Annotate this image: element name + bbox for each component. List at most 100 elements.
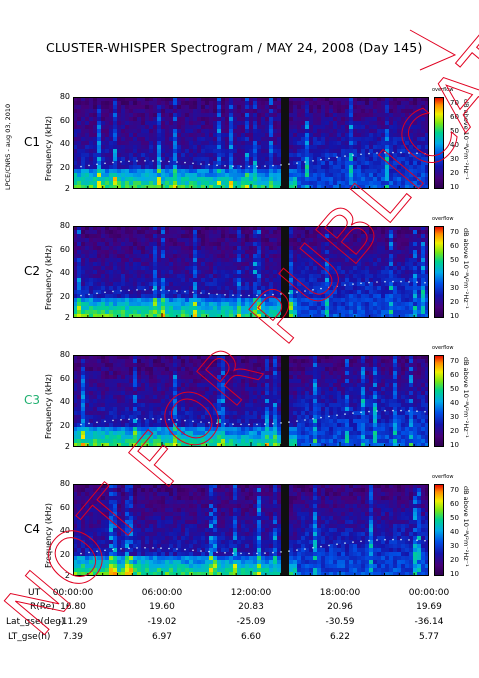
ephemeris-value: -25.09 [236,617,266,627]
status-strip [73,89,430,104]
y-tick-label: 80 [59,92,70,101]
status-strip [73,347,430,362]
ephemeris-value: 5.77 [418,632,440,642]
ephemeris-value: 6.97 [151,632,173,642]
y-tick-label: 80 [59,350,70,359]
spectrogram-plot [73,484,429,576]
colorbar-tick: 30 [450,155,459,163]
ephemeris-value: -36.14 [414,617,444,627]
ephemeris-value: 7.39 [62,632,84,642]
y-tick-label: 60 [59,373,70,383]
colorbar-tick: 70 [450,486,459,494]
colorbar-tick: 60 [450,500,459,508]
y-tick-label: 40 [59,397,70,407]
colorbar-tick: 50 [450,385,459,393]
colorbar-tick: 40 [450,399,459,407]
y-tick-label: 2 [64,571,70,580]
time-tick-label: 18:00:00 [319,588,361,598]
colorbar-tick: 60 [450,242,459,250]
y-tick-label: 40 [59,139,70,149]
colorbar-tick: 70 [450,357,459,365]
colorbar-tick: 20 [450,556,459,564]
colorbar-tick: 30 [450,413,459,421]
ephemeris-name: R(Re) [30,602,55,612]
status-strip [73,218,430,233]
ut-label: UT [28,588,41,598]
y-tick-label: 80 [59,479,70,488]
ephemeris-value: 19.69 [416,602,442,612]
colorbar-tick: 10 [450,183,459,191]
y-tick-label: 40 [59,526,70,536]
y-tick-label: 2 [64,313,70,322]
y-tick-label: 80 [59,221,70,230]
colorbar [434,355,444,448]
y-axis-label: Frequency (kHz) [44,374,53,439]
ephemeris-value: -11.29 [58,617,88,627]
colorbar-tick: 20 [450,298,459,306]
colorbar-tick: 60 [450,113,459,121]
colorbar-tick: 40 [450,270,459,278]
satellite-label: C4 [24,522,41,536]
ephemeris-value: -19.02 [147,617,177,627]
colorbar-tick: 70 [450,228,459,236]
colorbar-overflow-label: overflow [432,474,454,480]
y-tick-label: 2 [64,442,70,451]
colorbar-tick: 10 [450,312,459,320]
y-axis-label: Frequency (kHz) [44,116,53,181]
spectrogram-plot [73,226,429,318]
colorbar-tick: 10 [450,441,459,449]
colorbar-label: dB above 10⁻⁸V²m⁻²Hz⁻¹ [462,99,470,180]
colorbar-label: dB above 10⁻⁸V²m⁻²Hz⁻¹ [462,228,470,309]
y-tick-label: 2 [64,184,70,193]
colorbar [434,484,444,577]
colorbar-tick: 30 [450,284,459,292]
time-tick-label: 06:00:00 [141,588,183,598]
y-axis-label: Frequency (kHz) [44,503,53,568]
spectrogram-plot [73,355,429,447]
y-tick-label: 60 [59,115,70,125]
colorbar-tick: 50 [450,514,459,522]
colorbar-tick: 50 [450,127,459,135]
colorbar-overflow-label: overflow [432,345,454,351]
colorbar-tick: 70 [450,99,459,107]
y-tick-label: 20 [59,549,70,559]
ephemeris-row: Lat_gse(deg) -11.29 -19.02 -25.09 -30.59 -36.… [0,617,479,629]
x-axis-block: UT 00:00:00 06:00:00 12:00:00 18:00:00 00:00… [0,582,479,672]
colorbar-tick: 40 [450,528,459,536]
ephemeris-row: R(Re) 16.80 19.60 20.83 20.96 19.69 [0,602,479,614]
ephemeris-value: 6.22 [329,632,351,642]
ephemeris-value: 20.83 [238,602,264,612]
colorbar-overflow-label: overflow [432,87,454,93]
y-tick-label: 40 [59,268,70,278]
colorbar-label: dB above 10⁻⁸V²m⁻²Hz⁻¹ [462,486,470,567]
colorbar-tick: 50 [450,256,459,264]
status-strip [73,476,430,491]
satellite-label: C2 [24,264,41,278]
ephemeris-name: LT_gse(h) [8,632,51,642]
y-tick-label: 20 [59,162,70,172]
colorbar [434,97,444,190]
y-tick-label: 20 [59,420,70,430]
ephemeris-value: -30.59 [325,617,355,627]
ephemeris-row: LT_gse(h) 7.39 6.97 6.60 6.22 5.77 [0,632,479,644]
satellite-label: C1 [24,135,41,149]
colorbar-overflow-label: overflow [432,216,454,222]
colorbar-tick: 10 [450,570,459,578]
time-tick-label: 00:00:00 [52,588,94,598]
ephemeris-value: 6.60 [240,632,262,642]
colorbar [434,226,444,319]
y-axis-label: Frequency (kHz) [44,245,53,310]
colorbar-tick: 20 [450,427,459,435]
colorbar-tick: 60 [450,371,459,379]
y-tick-label: 20 [59,291,70,301]
satellite-label: C3 [24,393,41,407]
sidebar-credit: LPCE/CNRS - aug 03, 2010 [4,103,12,190]
chart-title: CLUSTER-WHISPER Spectrogram / MAY 24, 20… [46,40,423,55]
y-tick-label: 60 [59,244,70,254]
y-tick-label: 60 [59,502,70,512]
colorbar-tick: 20 [450,169,459,177]
time-tick-label: 12:00:00 [230,588,272,598]
ephemeris-name: Lat_gse(deg) [6,617,65,627]
colorbar-tick: 30 [450,542,459,550]
